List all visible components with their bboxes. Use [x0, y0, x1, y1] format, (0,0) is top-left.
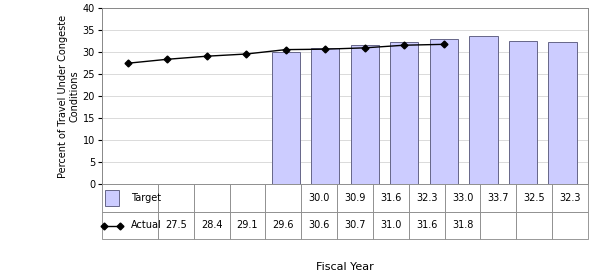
Text: Actual: Actual	[131, 221, 162, 230]
Bar	[311, 48, 340, 184]
Bar	[105, 191, 119, 206]
Text: Target: Target	[131, 193, 161, 203]
Y-axis label: Percent of Travel Under Congeste
Conditions: Percent of Travel Under Congeste Conditi…	[58, 15, 80, 178]
Bar	[548, 42, 577, 184]
Bar	[350, 45, 379, 184]
Text: Fiscal Year: Fiscal Year	[316, 262, 374, 272]
Bar	[430, 39, 458, 184]
Bar	[390, 42, 418, 184]
Bar	[509, 41, 537, 184]
Bar	[272, 52, 300, 184]
Bar	[469, 36, 497, 184]
